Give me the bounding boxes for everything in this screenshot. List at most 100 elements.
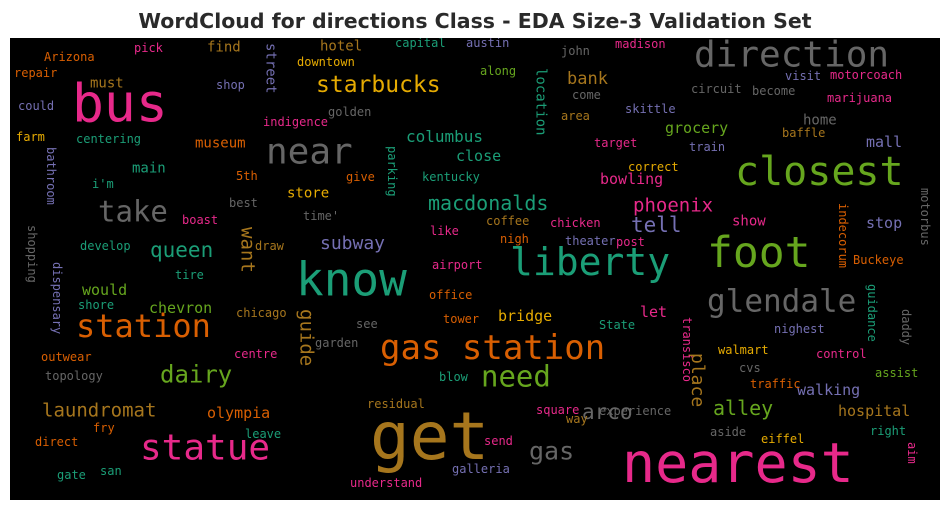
word-direction: direction: [694, 38, 889, 76]
word-alley: alley: [713, 396, 773, 420]
word-street: street: [262, 43, 278, 94]
word-hotel: hotel: [320, 39, 362, 55]
word-home: home: [803, 113, 837, 129]
word-leave: leave: [245, 427, 281, 441]
word-draw: draw: [255, 239, 285, 253]
word-closest: closest: [735, 149, 904, 195]
word-downtown: downtown: [297, 55, 355, 69]
word-stop: stop: [866, 214, 902, 232]
word-need: need: [481, 360, 551, 394]
word-bank: bank: [567, 69, 608, 89]
word-shopping: shopping: [25, 225, 39, 283]
word-walking: walking: [797, 381, 860, 399]
word-way: way: [566, 412, 588, 426]
word-give: give: [346, 170, 375, 184]
word-tower: tower: [443, 312, 479, 326]
word-baffle: baffle: [782, 126, 825, 140]
word-store: store: [287, 186, 329, 202]
word-blow: blow: [439, 370, 469, 384]
word-take: take: [98, 195, 168, 229]
word-direct: direct: [35, 435, 78, 449]
word-starbucks: starbucks: [316, 72, 441, 98]
word-close: close: [456, 147, 501, 165]
word-understand: understand: [350, 476, 422, 490]
word-develop: develop: [80, 239, 131, 253]
word-coffee: coffee: [486, 214, 529, 228]
word-kentucky: kentucky: [422, 170, 480, 184]
word-subway: subway: [320, 233, 385, 254]
word-cloud-canvas: get nearest bus know foot closest liberty direc…: [14, 38, 932, 495]
word-guide: guide: [295, 309, 317, 366]
word-time: time': [303, 209, 339, 223]
word-bus: bus: [72, 73, 168, 134]
word-place: place: [687, 353, 708, 407]
word-circuit: circuit: [691, 82, 742, 96]
word-grocery: grocery: [665, 119, 728, 137]
word-airport: airport: [432, 258, 483, 272]
word-john: john: [561, 44, 590, 58]
word-bathroom: bathroom: [44, 147, 58, 205]
word-motorcoach: motorcoach: [830, 68, 902, 82]
word-bowling: bowling: [600, 170, 663, 188]
word-let: let: [640, 303, 667, 321]
word-gate: gate: [57, 468, 86, 482]
word-cvs: cvs: [739, 361, 761, 375]
word-get: get: [370, 398, 489, 475]
word-tire: tire: [175, 268, 204, 282]
word-come: come: [572, 88, 601, 102]
word-want: want: [236, 227, 258, 273]
word-could: could: [18, 99, 54, 113]
word-best: best: [229, 196, 258, 210]
word-see: see: [356, 317, 378, 331]
word-guidance: guidance: [865, 284, 879, 342]
word-liberty: liberty: [510, 240, 670, 284]
word-eiffel: eiffel: [761, 432, 804, 446]
word-5th: 5th: [236, 169, 258, 183]
word-shop: shop: [216, 78, 245, 92]
word-indecorum: indecorum: [836, 203, 850, 268]
word-motorbus: motorbus: [918, 188, 932, 246]
word-mall: mall: [866, 133, 902, 151]
word-near: near: [266, 132, 353, 173]
word-foot: foot: [707, 228, 811, 278]
word-museum: museum: [195, 136, 246, 152]
word-macdonalds: macdonalds: [428, 191, 548, 215]
word-queen: queen: [150, 238, 213, 262]
word-madison: madison: [615, 38, 666, 51]
word-must: must: [90, 76, 124, 92]
word-farm: farm: [16, 130, 45, 144]
word-become: become: [752, 84, 795, 98]
word-marijuana: marijuana: [827, 91, 892, 105]
word-hospital: hospital: [838, 402, 910, 420]
word-daddy: daddy: [899, 309, 913, 345]
word-austin: austin: [466, 38, 509, 50]
word-chevron: chevron: [149, 299, 212, 317]
word-skittle: skittle: [625, 102, 676, 116]
chart-title: WordCloud for directions Class - EDA Siz…: [138, 9, 812, 33]
word-golden: golden: [328, 105, 371, 119]
word-send: send: [484, 434, 513, 448]
word-station: station: [76, 307, 211, 345]
word-columbus: columbus: [406, 127, 483, 146]
word-right: right: [870, 424, 906, 438]
word-gas-station: gas station: [380, 328, 605, 368]
word-indigence: indigence: [263, 115, 328, 129]
word-laundromat: laundromat: [42, 400, 156, 422]
word-repair: repair: [14, 66, 57, 80]
word-know: know: [296, 252, 407, 306]
word-find: find: [207, 40, 241, 56]
word-nearest: nearest: [622, 431, 854, 495]
word-san: san: [100, 464, 122, 478]
word-centering: centering: [76, 132, 141, 146]
word-outwear: outwear: [41, 350, 92, 364]
word-glendale: glendale: [707, 283, 856, 319]
word-area: area: [561, 109, 590, 123]
word-bridge: bridge: [498, 307, 552, 325]
word-post: post: [616, 235, 645, 249]
word-walmart: walmart: [718, 343, 769, 357]
word-tell: tell: [631, 213, 682, 237]
word-target: target: [594, 136, 637, 150]
word-cloud: get nearest bus know foot closest liberty direc…: [10, 38, 940, 500]
word-state: State: [599, 318, 635, 332]
word-shore: shore: [78, 298, 114, 312]
